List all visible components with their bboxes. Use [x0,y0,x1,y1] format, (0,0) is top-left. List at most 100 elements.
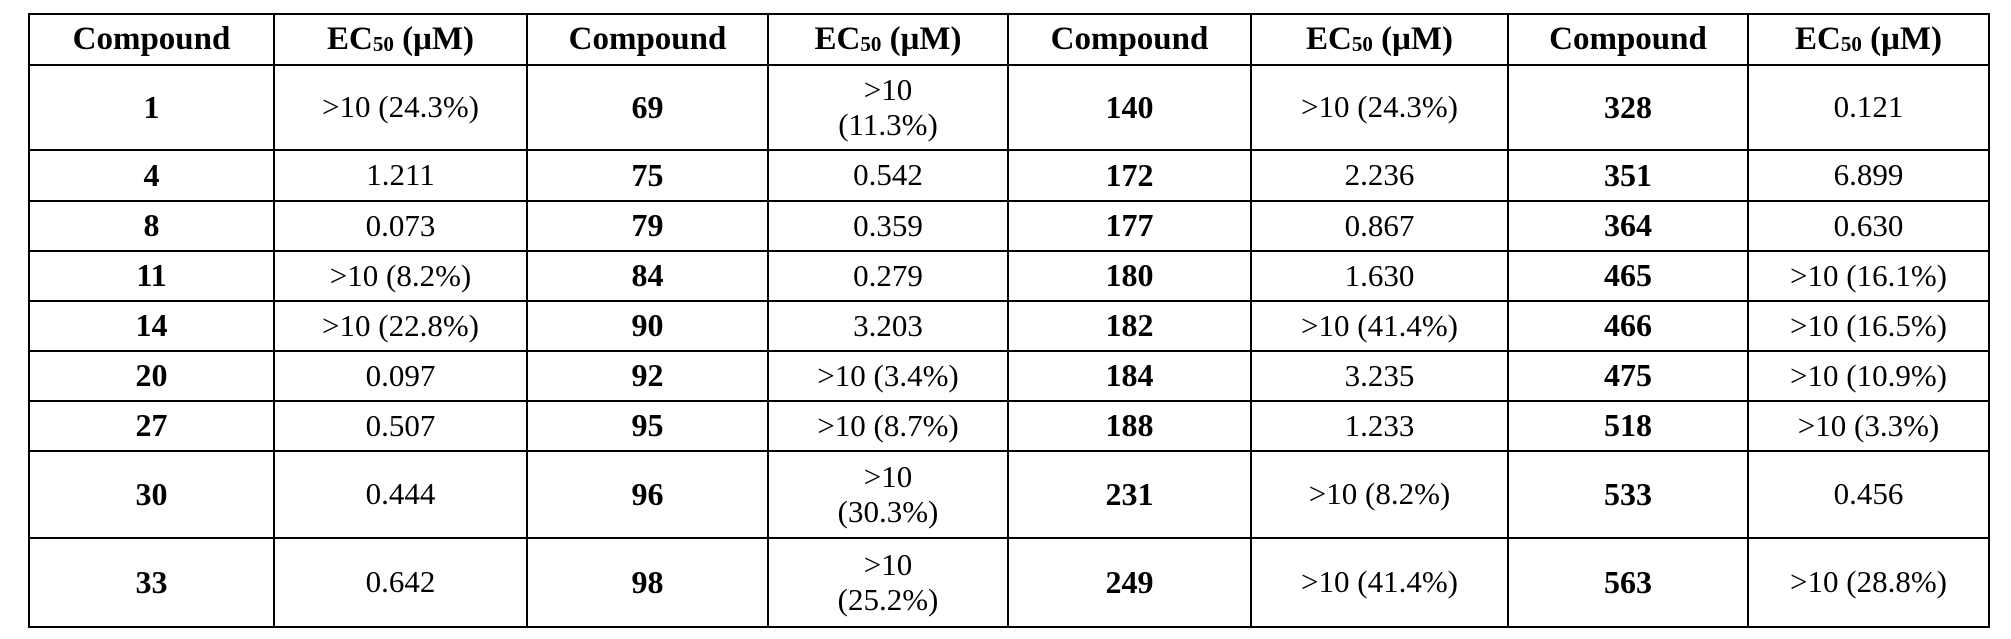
header-subscript: 50 [860,32,881,56]
compound-cell: 95 [527,401,768,451]
cell-line: >10 [769,73,1007,107]
ec50-cell: 3.203 [768,301,1008,351]
table-row: 11>10 (8.2%)840.2791801.630465>10 (16.1%… [29,251,1989,301]
compound-cell: 180 [1008,251,1251,301]
table-body: 1>10 (24.3%)69>10(11.3%)140>10 (24.3%)32… [29,65,1989,627]
compound-cell: 140 [1008,65,1251,150]
compound-cell: 4 [29,150,274,201]
compound-cell: 75 [527,150,768,201]
ec50-cell: >10 (16.5%) [1748,301,1989,351]
data-table: CompoundEC50 (μM)CompoundEC50 (μM)Compou… [28,13,1990,628]
table-row: 330.64298>10(25.2%)249>10 (41.4%)563>10 … [29,538,1989,627]
ec50-cell: 0.073 [274,201,527,251]
ec50-cell: >10(11.3%) [768,65,1008,150]
cell-line: >10 [769,460,1007,494]
column-header: EC50 (μM) [1251,14,1508,65]
compound-cell: 533 [1508,451,1748,538]
header-subscript: 50 [1352,32,1373,56]
cell-line: (25.2%) [769,583,1007,617]
ec50-cell: 2.236 [1251,150,1508,201]
header-row: CompoundEC50 (μM)CompoundEC50 (μM)Compou… [29,14,1989,65]
table-row: 300.44496>10(30.3%)231>10 (8.2%)5330.456 [29,451,1989,538]
compound-cell: 90 [527,301,768,351]
table-row: 14>10 (22.8%)903.203182>10 (41.4%)466>10… [29,301,1989,351]
compound-cell: 364 [1508,201,1748,251]
ec50-cell: 0.097 [274,351,527,401]
ec50-cell: >10 (41.4%) [1251,301,1508,351]
ec50-cell: 6.899 [1748,150,1989,201]
compound-cell: 177 [1008,201,1251,251]
compound-cell: 465 [1508,251,1748,301]
compound-cell: 84 [527,251,768,301]
ec50-cell: 0.630 [1748,201,1989,251]
ec50-cell: 0.642 [274,538,527,627]
column-header: EC50 (μM) [1748,14,1989,65]
ec50-cell: 1.211 [274,150,527,201]
header-unit: (μM) [1373,21,1453,57]
compound-cell: 33 [29,538,274,627]
ec50-cell: >10 (10.9%) [1748,351,1989,401]
header-subscript: 50 [1841,32,1862,56]
ec50-cell: 0.867 [1251,201,1508,251]
header-subscript: 50 [373,32,394,56]
header-base: EC [327,21,373,57]
compound-cell: 1 [29,65,274,150]
compound-cell: 249 [1008,538,1251,627]
cell-line: (30.3%) [769,495,1007,529]
compound-cell: 328 [1508,65,1748,150]
table-row: 41.211750.5421722.2363516.899 [29,150,1989,201]
compound-cell: 184 [1008,351,1251,401]
ec50-cell: >10 (8.7%) [768,401,1008,451]
ec50-cell: >10 (8.2%) [1251,451,1508,538]
ec50-cell: 0.359 [768,201,1008,251]
compound-cell: 466 [1508,301,1748,351]
compound-cell: 11 [29,251,274,301]
ec50-cell: >10 (3.3%) [1748,401,1989,451]
header-unit: (μM) [1862,21,1942,57]
compound-cell: 563 [1508,538,1748,627]
ec50-cell: >10(30.3%) [768,451,1008,538]
ec50-cell: 0.542 [768,150,1008,201]
compound-cell: 475 [1508,351,1748,401]
table-row: 80.073790.3591770.8673640.630 [29,201,1989,251]
ec50-cell: >10 (3.4%) [768,351,1008,401]
compound-cell: 351 [1508,150,1748,201]
compound-cell: 8 [29,201,274,251]
column-header: EC50 (μM) [768,14,1008,65]
column-header: Compound [1008,14,1251,65]
compound-cell: 182 [1008,301,1251,351]
compound-cell: 69 [527,65,768,150]
compound-cell: 20 [29,351,274,401]
ec50-cell: 0.456 [1748,451,1989,538]
column-header: Compound [29,14,274,65]
header-base: EC [1795,21,1841,57]
ec50-cell: >10 (16.1%) [1748,251,1989,301]
column-header: Compound [527,14,768,65]
cell-line: (11.3%) [769,108,1007,142]
ec50-cell: >10 (24.3%) [274,65,527,150]
ec50-cell: 0.279 [768,251,1008,301]
ec50-cell: 0.444 [274,451,527,538]
header-unit: (μM) [394,21,474,57]
compound-cell: 231 [1008,451,1251,538]
ec50-cell: >10 (28.8%) [1748,538,1989,627]
table-row: 200.09792>10 (3.4%)1843.235475>10 (10.9%… [29,351,1989,401]
ec50-cell: >10 (41.4%) [1251,538,1508,627]
compound-cell: 518 [1508,401,1748,451]
ec50-cell: 1.630 [1251,251,1508,301]
compound-cell: 188 [1008,401,1251,451]
table-row: 270.50795>10 (8.7%)1881.233518>10 (3.3%) [29,401,1989,451]
ec50-cell: 0.121 [1748,65,1989,150]
header-unit: (μM) [881,21,961,57]
column-header: Compound [1508,14,1748,65]
ec50-cell: >10 (22.8%) [274,301,527,351]
compound-cell: 96 [527,451,768,538]
cell-line: >10 [769,548,1007,582]
ec50-cell: >10(25.2%) [768,538,1008,627]
ec50-cell: 0.507 [274,401,527,451]
compound-cell: 79 [527,201,768,251]
ec50-cell: 1.233 [1251,401,1508,451]
compound-cell: 172 [1008,150,1251,201]
compound-cell: 14 [29,301,274,351]
